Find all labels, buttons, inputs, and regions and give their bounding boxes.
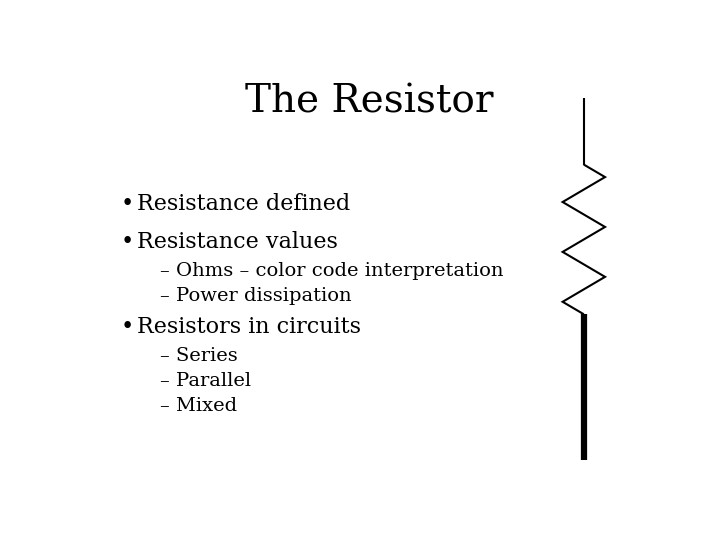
Text: The Resistor: The Resistor <box>245 84 493 120</box>
Text: – Parallel: – Parallel <box>160 372 251 390</box>
Text: Resistance values: Resistance values <box>138 231 338 253</box>
Text: – Power dissipation: – Power dissipation <box>160 287 351 305</box>
Text: Resistors in circuits: Resistors in circuits <box>138 316 361 338</box>
Text: •: • <box>121 316 134 338</box>
Text: Resistance defined: Resistance defined <box>138 193 351 215</box>
Text: – Series: – Series <box>160 347 238 365</box>
Text: •: • <box>121 231 134 253</box>
Text: •: • <box>121 193 134 215</box>
Text: – Ohms – color code interpretation: – Ohms – color code interpretation <box>160 261 503 280</box>
Text: – Mixed: – Mixed <box>160 397 237 415</box>
